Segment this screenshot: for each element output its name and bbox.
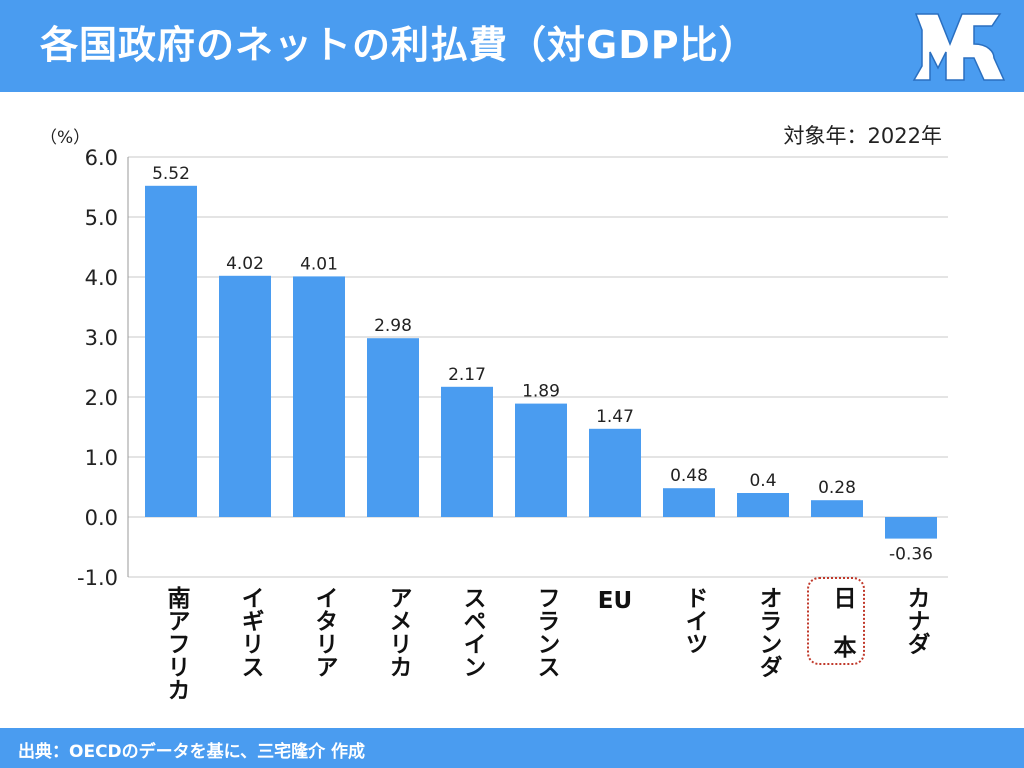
source-note: 出典：OECDのデータを基に、三宅隆介 作成: [18, 742, 366, 762]
x-tick-label: EU: [597, 588, 633, 614]
data-label: 2.98: [374, 316, 412, 336]
footer-bar: 出典：OECDのデータを基に、三宅隆介 作成: [0, 728, 1024, 768]
japan-highlight-box: [807, 577, 865, 665]
y-tick-label: 2.0: [85, 386, 118, 410]
x-tick-label: ドイツ: [681, 586, 707, 655]
bar: [293, 276, 345, 517]
data-label: 2.17: [448, 365, 486, 385]
mr-logo-icon: [912, 13, 1006, 81]
chart-title: 各国政府のネットの利払費（対GDP比）: [40, 23, 758, 67]
x-tick-label: フランス: [533, 586, 559, 678]
y-tick-label: 1.0: [85, 446, 118, 470]
x-tick-label: 日 本: [829, 586, 855, 658]
y-tick-label: 5.0: [85, 206, 118, 230]
bar: [589, 428, 641, 517]
bar: [811, 500, 863, 517]
x-tick-label: イタリア: [311, 586, 337, 678]
header-bar: 各国政府のネットの利払費（対GDP比）: [0, 0, 1024, 92]
y-tick-label: 6.0: [85, 146, 118, 170]
y-tick-label: 4.0: [85, 266, 118, 290]
x-tick-label: イギリス: [237, 586, 263, 678]
x-tick-label: カナダ: [903, 586, 929, 655]
bar: [515, 403, 567, 517]
bar: [441, 386, 493, 517]
x-tick-label: 南アフリカ: [163, 586, 189, 701]
year-note: 対象年：2022年: [783, 124, 942, 148]
data-label: 0.48: [670, 466, 708, 486]
data-label: 1.47: [596, 407, 634, 427]
y-tick-label: 3.0: [85, 326, 118, 350]
bar: [663, 488, 715, 517]
data-label: 4.02: [226, 254, 264, 274]
bar: [885, 517, 937, 539]
bar-chart: -1.0 0.0 1.0 2.0 3.0 4.0 5.0 6.0 5.52 4.02 4.01 2.9…: [77, 146, 948, 590]
y-tick-label: 0.0: [85, 506, 118, 530]
data-label: 0.28: [818, 478, 856, 498]
data-label: 5.52: [152, 164, 190, 184]
y-axis-unit: （%）: [40, 128, 91, 148]
data-label: 4.01: [300, 254, 338, 274]
data-label: 0.4: [749, 471, 776, 491]
y-tick-label: -1.0: [77, 566, 118, 590]
bar: [367, 338, 419, 517]
bar: [737, 493, 789, 517]
bar: [219, 275, 271, 517]
x-tick-label: アメリカ: [385, 586, 411, 678]
bar: [145, 185, 197, 518]
data-label: -0.36: [889, 545, 933, 565]
data-label: 1.89: [522, 382, 560, 402]
x-tick-label: スペイン: [459, 586, 485, 678]
x-tick-label: オランダ: [755, 586, 781, 678]
